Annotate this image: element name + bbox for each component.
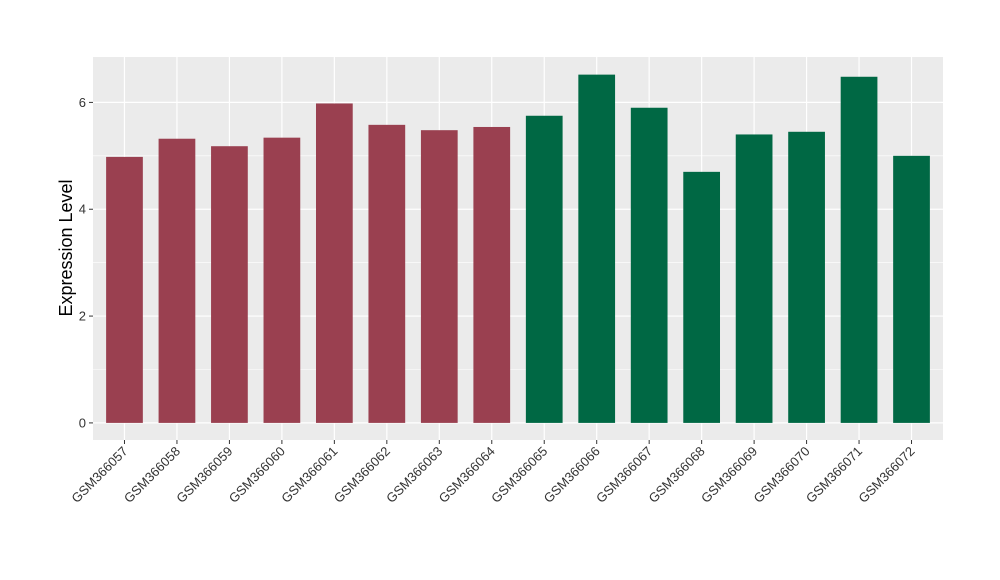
bar-GSM366070 <box>788 131 825 423</box>
x-axis: GSM366057GSM366058GSM366059GSM366060GSM3… <box>68 440 918 506</box>
y-tick-label: 4 <box>79 202 86 217</box>
x-tick-label: GSM366072 <box>855 444 917 506</box>
bar-GSM366058 <box>158 138 196 423</box>
bar-GSM366072 <box>893 155 930 423</box>
y-tick-label: 6 <box>79 95 86 110</box>
bar-GSM366065 <box>525 115 563 423</box>
y-tick-label: 0 <box>79 415 86 430</box>
bars <box>106 74 930 423</box>
y-axis-title: Expression Level <box>56 179 76 316</box>
bar-GSM366059 <box>211 146 248 423</box>
y-axis: 0 2 4 6 <box>79 95 93 430</box>
bar-GSM366066 <box>578 74 616 423</box>
bar-GSM366057 <box>106 156 143 423</box>
bar-GSM366062 <box>368 124 406 423</box>
bar-GSM366063 <box>420 130 458 423</box>
bar-GSM366071 <box>840 76 878 423</box>
bar-GSM366060 <box>263 137 301 423</box>
bar-GSM366069 <box>735 134 773 423</box>
bar-GSM366064 <box>473 126 511 423</box>
bar-GSM366061 <box>315 103 353 423</box>
bar-GSM366067 <box>630 107 668 423</box>
y-tick-label: 2 <box>79 309 86 324</box>
bar-GSM366068 <box>683 171 721 423</box>
